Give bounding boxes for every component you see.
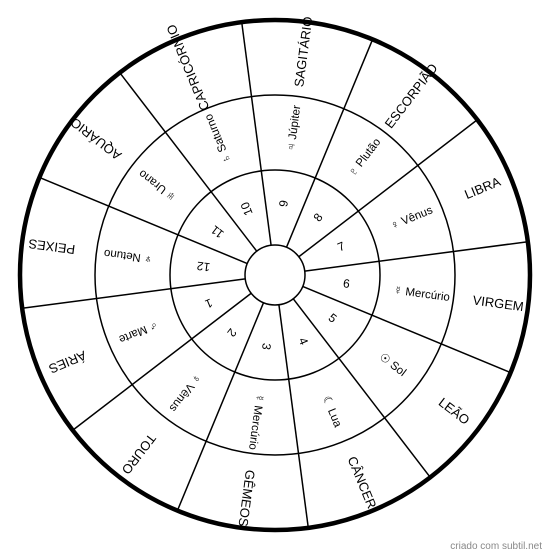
credit-text: criado com subtil.net: [450, 541, 542, 552]
house-number-label: 12: [196, 259, 211, 275]
astro-wheel-container: SAGITÁRIO♃ Júpiter9CAPRICÓRNIO♄ Saturno1…: [0, 0, 550, 558]
astro-wheel-svg: SAGITÁRIO♃ Júpiter9CAPRICÓRNIO♄ Saturno1…: [0, 0, 550, 558]
hub: [245, 245, 305, 305]
